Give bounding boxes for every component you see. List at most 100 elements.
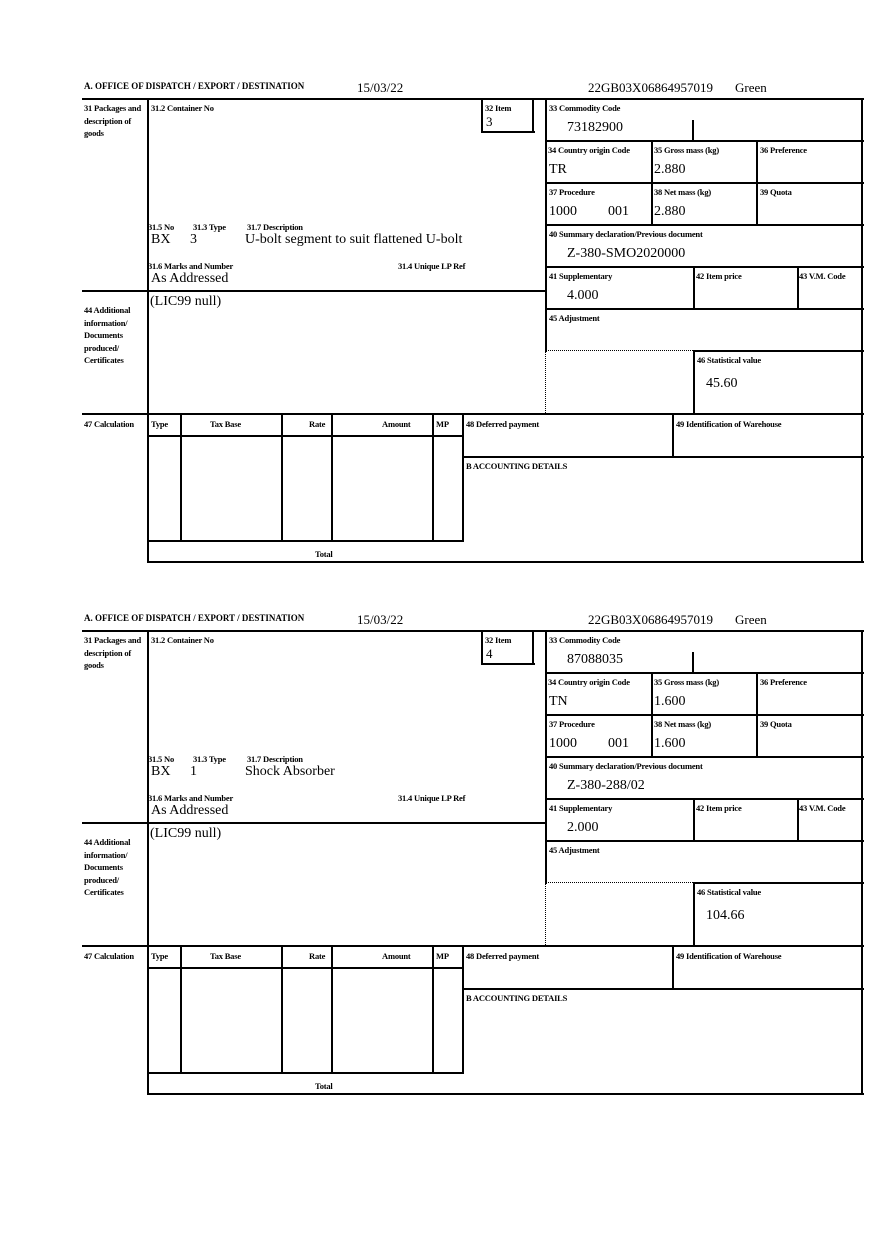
unique-lp-ref-label: 31.4 Unique LP Ref xyxy=(398,793,466,803)
container-no-label: 31.2 Container No xyxy=(151,103,214,113)
net-mass-label: 38 Net mass (kg) xyxy=(654,719,712,729)
item-label: 32 Item xyxy=(485,103,512,113)
route-colour: Green xyxy=(735,612,767,627)
net-mass-label: 38 Net mass (kg) xyxy=(654,187,712,197)
rule xyxy=(481,663,535,665)
rule xyxy=(281,945,283,1074)
rule xyxy=(481,131,535,133)
rule xyxy=(797,266,799,310)
procedure-extra: 001 xyxy=(608,204,629,219)
supplementary-label: 41 Supplementary xyxy=(549,803,613,813)
rule xyxy=(331,945,333,1074)
rule xyxy=(180,413,182,542)
gross-mass-label: 35 Gross mass (kg) xyxy=(654,145,719,155)
calc-tax-base-header: Tax Base xyxy=(210,951,241,961)
rule xyxy=(462,456,864,458)
additional-info: (LIC99 null) xyxy=(150,294,222,309)
additional-info-label: 44 Additional information/ Documents pro… xyxy=(84,305,131,365)
rule xyxy=(545,798,864,800)
rule xyxy=(432,413,434,542)
calculation-label: 47 Calculation xyxy=(84,951,134,961)
rule xyxy=(545,714,864,716)
description-label: 31.7 Description xyxy=(247,754,303,764)
statistical-value: 104.66 xyxy=(706,908,745,923)
gross-mass: 1.600 xyxy=(654,694,686,709)
rule xyxy=(693,350,864,352)
procedure-code: 1000 xyxy=(549,736,577,751)
rule xyxy=(693,798,695,842)
packages-no: BX xyxy=(151,232,171,247)
route-colour: Green xyxy=(735,80,767,95)
rule xyxy=(331,413,333,542)
item-label: 32 Item xyxy=(485,635,512,645)
rule xyxy=(147,1093,864,1095)
preference-label: 36 Preference xyxy=(760,145,807,155)
packages-type: 1 xyxy=(190,764,197,779)
rule xyxy=(82,98,864,100)
statistical-value-label: 46 Statistical value xyxy=(697,355,761,365)
description-label: 31.7 Description xyxy=(247,222,303,232)
type-label: 31.3 Type xyxy=(193,222,226,232)
dotted-rule xyxy=(545,882,693,883)
summary-declaration-label: 40 Summary declaration/Previous document xyxy=(549,761,703,771)
calc-mp-header: MP xyxy=(436,951,449,961)
rule xyxy=(692,652,694,674)
rule xyxy=(545,266,864,268)
rule xyxy=(545,840,864,842)
supplementary-units: 2.000 xyxy=(567,820,599,835)
no-label: 31.5 No xyxy=(148,754,174,764)
gross-mass-label: 35 Gross mass (kg) xyxy=(654,677,719,687)
commodity-code-label: 33 Commodity Code xyxy=(549,635,621,645)
rule xyxy=(861,630,863,1095)
office-header: A. OFFICE OF DISPATCH / EXPORT / DESTINA… xyxy=(84,81,305,91)
total-label: Total xyxy=(315,1081,333,1091)
rule xyxy=(481,98,483,133)
type-label: 31.3 Type xyxy=(193,754,226,764)
declaration-reference: 22GB03X06864957019 xyxy=(588,612,713,627)
preference-label: 36 Preference xyxy=(760,677,807,687)
dotted-rule xyxy=(545,350,546,413)
packages-no: BX xyxy=(151,764,171,779)
packages-type: 3 xyxy=(190,232,197,247)
calc-amount-header: Amount xyxy=(382,951,411,961)
summary-declaration: Z-380-288/02 xyxy=(567,778,645,793)
marks-value: As Addressed xyxy=(151,803,229,818)
rule xyxy=(82,290,547,292)
packages-label: 31 Packages and description of goods xyxy=(84,103,141,138)
calc-tax-base-header: Tax Base xyxy=(210,419,241,429)
gross-mass: 2.880 xyxy=(654,162,686,177)
item-number: 3 xyxy=(486,114,493,129)
country-origin-label: 34 Country origin Code xyxy=(548,677,630,687)
calc-rate-header: Rate xyxy=(309,419,326,429)
calc-type-header: Type xyxy=(151,951,168,961)
rule xyxy=(147,630,149,1095)
rule xyxy=(462,945,464,1074)
rule xyxy=(82,413,864,415)
rule xyxy=(672,945,674,990)
declaration-item-form: A. OFFICE OF DISPATCH / EXPORT / DESTINA… xyxy=(0,612,882,1110)
rule xyxy=(651,140,653,226)
rule xyxy=(797,798,799,842)
net-mass: 2.880 xyxy=(654,204,686,219)
no-label: 31.5 No xyxy=(148,222,174,232)
rule xyxy=(651,672,653,758)
rule xyxy=(532,98,534,133)
statistical-value: 45.60 xyxy=(706,376,738,391)
calc-rate-header: Rate xyxy=(309,951,326,961)
total-label: Total xyxy=(315,549,333,559)
dotted-rule xyxy=(545,350,693,351)
accounting-details-label: B ACCOUNTING DETAILS xyxy=(466,461,568,471)
commodity-code: 87088035 xyxy=(567,652,623,667)
rule xyxy=(693,882,864,884)
rule xyxy=(545,140,864,142)
rule xyxy=(545,224,864,226)
dotted-rule xyxy=(545,882,546,945)
summary-declaration: Z-380-SMO2020000 xyxy=(567,246,686,261)
deferred-payment-label: 48 Deferred payment xyxy=(466,951,539,961)
additional-info: (LIC99 null) xyxy=(150,826,222,841)
rule xyxy=(281,413,283,542)
rule xyxy=(693,350,695,415)
declaration-item-form: A. OFFICE OF DISPATCH / EXPORT / DESTINA… xyxy=(0,80,882,578)
rule xyxy=(82,822,547,824)
